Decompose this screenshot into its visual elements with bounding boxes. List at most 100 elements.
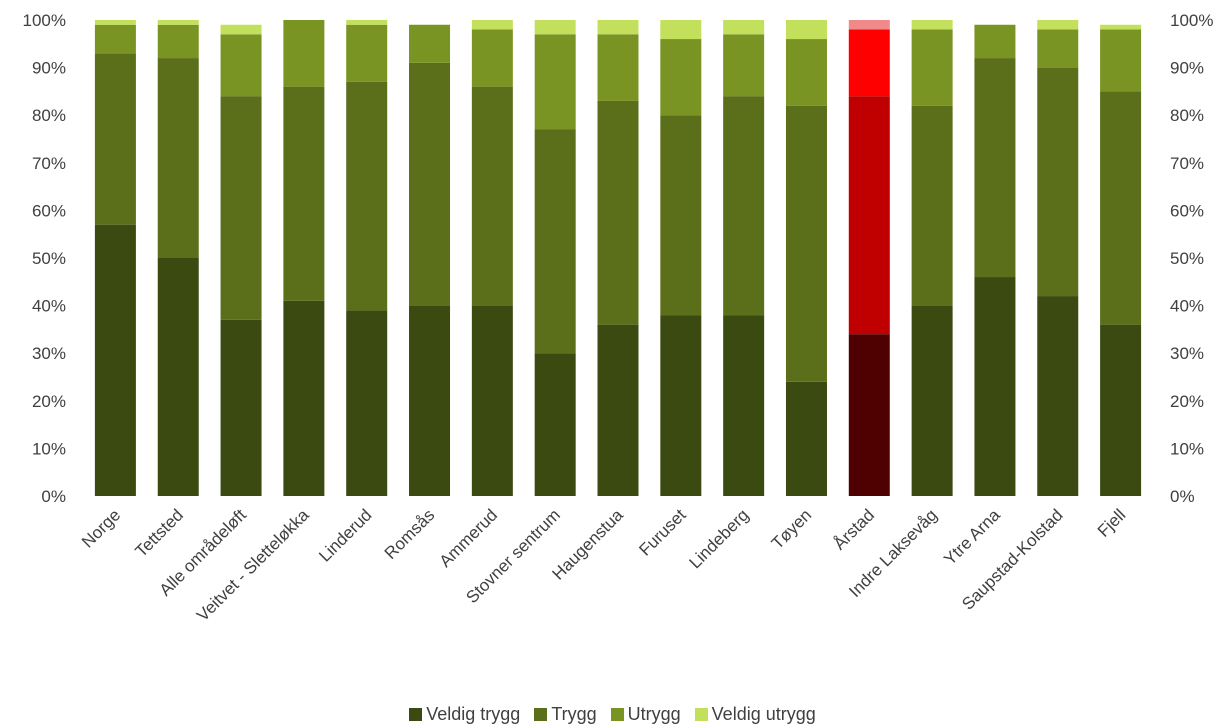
y-tick-label-right: 100%	[1170, 11, 1213, 30]
bar-segment-veldig-utrygg	[848, 20, 890, 30]
y-tick-label-right: 70%	[1170, 154, 1204, 173]
bar-segment-veldig-trygg	[534, 353, 576, 496]
x-tick-label: Ytre Arna	[940, 505, 1004, 569]
bar-segment-utrygg	[409, 24, 451, 63]
x-tick-label: Romsås	[381, 505, 439, 563]
bar-segment-trygg	[974, 58, 1016, 278]
bar-segment-veldig-trygg	[1037, 296, 1079, 496]
bar-segment-veldig-trygg	[94, 224, 136, 496]
bar-segment-veldig-trygg	[723, 315, 765, 496]
x-tick-label: Ammerud	[436, 505, 502, 571]
legend-item: Utrygg	[610, 704, 681, 725]
legend-label: Veldig utrygg	[711, 704, 816, 724]
bar-segment-veldig-trygg	[471, 305, 513, 496]
bar-segment-veldig-utrygg	[723, 20, 765, 35]
bar-segment-veldig-utrygg	[1100, 24, 1142, 30]
bar-segment-trygg	[94, 53, 136, 225]
bar-segment-veldig-trygg	[283, 300, 325, 496]
bar-segment-veldig-trygg	[848, 334, 890, 496]
bar-segment-trygg	[220, 96, 262, 320]
legend-label: Trygg	[551, 704, 597, 724]
x-tick-label: Fjell	[1094, 505, 1129, 540]
x-tick-label: Norge	[78, 505, 124, 551]
bar-segment-veldig-utrygg	[220, 24, 262, 35]
y-tick-label-left: 80%	[32, 106, 66, 125]
bar-segment-trygg	[409, 62, 451, 306]
bar-segment-trygg	[848, 96, 890, 335]
bar-segment-trygg	[1037, 67, 1079, 297]
bar-segment-utrygg	[1037, 29, 1079, 68]
legend-label: Utrygg	[627, 704, 681, 724]
bar-segment-veldig-trygg	[974, 277, 1016, 496]
bar-segment-veldig-trygg	[785, 381, 827, 496]
y-tick-label-left: 60%	[32, 201, 66, 220]
bar-segment-trygg	[157, 58, 199, 258]
bar-segment-veldig-utrygg	[597, 20, 639, 35]
bar-segment-utrygg	[660, 39, 702, 116]
bar-segment-trygg	[534, 129, 576, 354]
bar-segment-utrygg	[534, 34, 576, 130]
y-axis-right: 0% 10% 20% 30% 40% 50% 60% 70% 80% 90% 100%	[1170, 11, 1213, 506]
bar-segment-veldig-utrygg	[785, 20, 827, 40]
bar-segment-trygg	[346, 81, 388, 311]
x-tick-label: Linderud	[315, 505, 375, 565]
y-tick-label-right: 40%	[1170, 297, 1204, 316]
bar-segment-utrygg	[785, 39, 827, 106]
bar-segment-utrygg	[1100, 29, 1142, 92]
legend: Veldig trygg Trygg Utrygg Veldig utrygg	[0, 704, 1225, 725]
bar-segment-utrygg	[346, 24, 388, 82]
x-tick-label: Årstad	[830, 505, 878, 553]
y-axis-left: 0% 10% 20% 30% 40% 50% 60% 70% 80% 90% 100%	[23, 11, 66, 506]
bar-segment-trygg	[471, 86, 513, 306]
y-tick-label-left: 50%	[32, 249, 66, 268]
bar-segment-utrygg	[911, 29, 953, 106]
bar-segment-utrygg	[157, 24, 199, 59]
bar-segment-veldig-trygg	[346, 310, 388, 496]
y-tick-label-left: 10%	[32, 439, 66, 458]
y-tick-label-left: 70%	[32, 154, 66, 173]
y-tick-label-right: 50%	[1170, 249, 1204, 268]
bar-segment-veldig-trygg	[911, 305, 953, 496]
y-tick-label-left: 90%	[32, 59, 66, 78]
bar-segment-utrygg	[283, 20, 325, 87]
bar-segment-veldig-utrygg	[911, 20, 953, 30]
stacked-bar-chart: 0% 10% 20% 30% 40% 50% 60% 70% 80% 90% 100% 0% 10% 2…	[23, 11, 1214, 625]
legend-swatch	[534, 708, 548, 721]
y-tick-label-right: 90%	[1170, 59, 1204, 78]
bar-segment-veldig-utrygg	[157, 20, 199, 25]
y-tick-label-right: 0%	[1170, 487, 1195, 506]
bar-segment-veldig-utrygg	[346, 20, 388, 25]
y-tick-label-left: 20%	[32, 392, 66, 411]
y-tick-label-left: 30%	[32, 344, 66, 363]
x-tick-label: Furuset	[635, 505, 689, 559]
bar-segment-trygg	[723, 96, 765, 316]
bar-segment-veldig-utrygg	[660, 20, 702, 40]
x-tick-label: Lindeberg	[686, 505, 753, 572]
bar-segment-trygg	[1100, 91, 1142, 325]
bar-segment-utrygg	[471, 29, 513, 87]
bar-segment-veldig-utrygg	[94, 20, 136, 25]
bar-segment-veldig-trygg	[220, 319, 262, 496]
y-tick-label-left: 100%	[23, 11, 66, 30]
legend-item: Veldig trygg	[409, 704, 520, 725]
bar-segment-trygg	[283, 86, 325, 301]
bar-segment-trygg	[597, 100, 639, 325]
bar-segment-veldig-trygg	[1100, 324, 1142, 496]
x-tick-label: Tøyen	[768, 505, 816, 553]
legend-item: Trygg	[534, 704, 597, 725]
y-tick-label-left: 40%	[32, 297, 66, 316]
bar-segment-veldig-utrygg	[534, 20, 576, 35]
bar-segment-veldig-trygg	[157, 258, 199, 496]
bars	[94, 20, 1142, 496]
bar-segment-veldig-trygg	[597, 324, 639, 496]
bar-segment-veldig-trygg	[409, 305, 451, 496]
x-tick-label: Veitvet - Sletteløkka	[193, 505, 313, 625]
y-tick-label-right: 30%	[1170, 344, 1204, 363]
bar-segment-trygg	[911, 105, 953, 306]
bar-segment-veldig-utrygg	[471, 20, 513, 30]
legend-swatch	[409, 708, 423, 721]
bar-segment-utrygg	[723, 34, 765, 97]
bar-segment-trygg	[660, 115, 702, 316]
y-tick-label-right: 80%	[1170, 106, 1204, 125]
